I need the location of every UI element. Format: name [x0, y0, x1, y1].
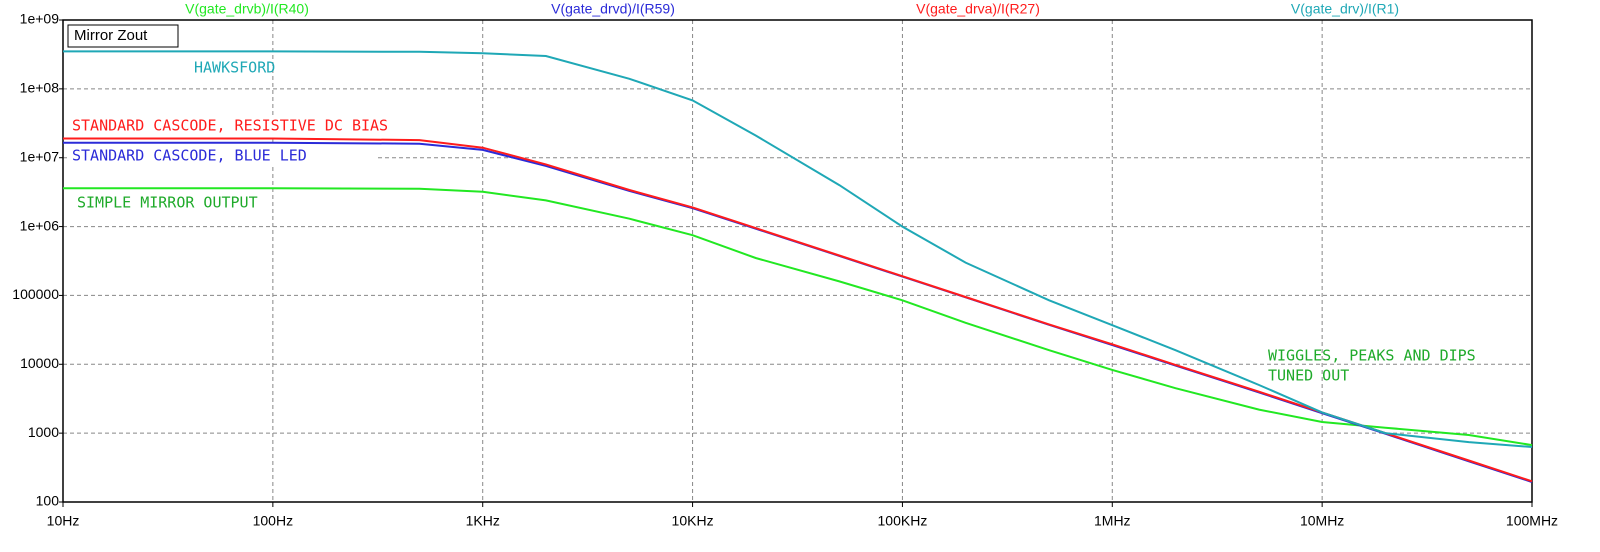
x-tick-label: 1MHz [1094, 513, 1131, 529]
series-line [63, 141, 1533, 483]
annotation: SIMPLE MIRROR OUTPUT [77, 194, 258, 212]
annotation: STANDARD CASCODE, BLUE LED [72, 147, 307, 165]
x-tick-label: 10Hz [47, 513, 80, 529]
x-tick-label: 100KHz [878, 513, 928, 529]
x-tick-label: 1KHz [466, 513, 500, 529]
annotation: STANDARD CASCODE, RESISTIVE DC BIAS [72, 117, 388, 135]
y-tick-label: 100 [36, 493, 60, 509]
annotation: WIGGLES, PEAKS AND DIPS [1268, 347, 1476, 365]
title-box [67, 24, 179, 48]
legend-entry: V(gate_drvb)/I(R40) [185, 1, 309, 17]
y-tick-label: 1e+06 [20, 217, 60, 233]
legend-entry: V(gate_drva)/I(R27) [916, 1, 1040, 17]
x-tick-label: 100MHz [1506, 513, 1558, 529]
annotation: HAWKSFORD [194, 59, 275, 77]
y-tick-label: 1000 [28, 424, 59, 440]
series-line [63, 137, 1533, 483]
y-tick-label: 1e+08 [20, 80, 60, 96]
y-tick-label: 100000 [12, 286, 59, 302]
x-tick-label: 10KHz [672, 513, 714, 529]
chart-title: Mirror Zout [74, 27, 148, 44]
annotation-bg [70, 116, 435, 136]
legend-entry: V(gate_drv)/I(R1) [1291, 1, 1399, 17]
x-tick-label: 10MHz [1300, 513, 1344, 529]
annotation: TUNED OUT [1268, 367, 1349, 385]
series-line [63, 50, 1533, 448]
plot-frame [62, 19, 1533, 503]
legend-entry: V(gate_drvd)/I(R59) [551, 1, 675, 17]
y-tick-label: 1e+07 [20, 148, 60, 164]
y-tick-label: 10000 [20, 355, 59, 371]
x-tick-label: 100Hz [253, 513, 293, 529]
annotation-bg [70, 146, 375, 166]
series-line [63, 187, 1533, 447]
y-tick-label: 1e+09 [20, 11, 60, 27]
